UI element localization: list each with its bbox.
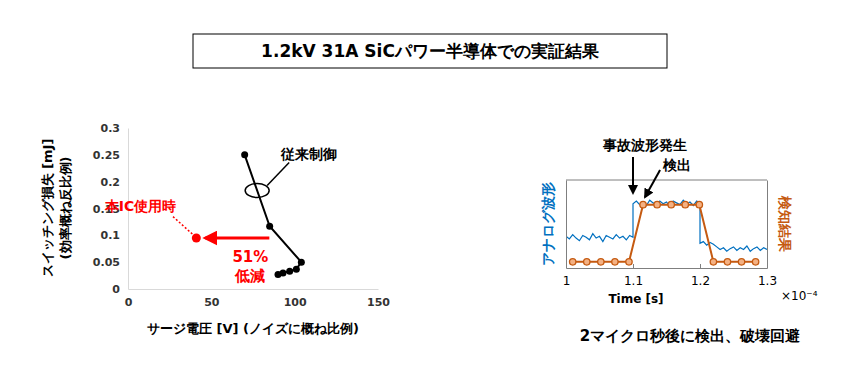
series-point bbox=[752, 259, 758, 265]
tick: 0.05 bbox=[93, 256, 128, 269]
reduction-arrow bbox=[205, 237, 269, 240]
tick-label: 0.25 bbox=[93, 149, 120, 162]
figure: 1.2kV 31A SiCパワー半導体での実証結果 0 50 100 150 0 0.05 0… bbox=[0, 0, 860, 381]
tick: 0 bbox=[125, 289, 133, 309]
tick-label: 1.2 bbox=[691, 274, 710, 288]
tick-label: 1 bbox=[563, 274, 571, 288]
tick-mark bbox=[700, 264, 701, 268]
series-point bbox=[275, 271, 282, 278]
annotation-arrow bbox=[645, 170, 660, 197]
y2-axis bbox=[767, 181, 768, 269]
x-axis: 1 1.1 1.2 1.3 bbox=[563, 264, 777, 288]
series-point bbox=[584, 259, 590, 265]
tick-label: 0.2 bbox=[101, 176, 121, 189]
series-point bbox=[710, 259, 716, 265]
frame-top bbox=[566, 180, 767, 181]
tick: 1.3 bbox=[758, 264, 777, 288]
series-line bbox=[573, 205, 756, 262]
x-axis: 0 50 100 150 bbox=[125, 289, 391, 309]
chart-left: 05010015000.050.10.150.20.250.3サージ電圧 [V]… bbox=[40, 122, 390, 336]
tick-label: 0.05 bbox=[93, 256, 120, 269]
annotations: 事故波形発生検出 ×10⁻⁴ bbox=[602, 137, 818, 303]
tick-label: 1.1 bbox=[624, 274, 643, 288]
tick: 0.3 bbox=[101, 122, 129, 135]
annotation: 51% bbox=[232, 248, 268, 266]
series-point bbox=[293, 266, 300, 273]
series-point bbox=[266, 223, 273, 230]
tick-mark bbox=[767, 264, 768, 268]
tick: 0.2 bbox=[101, 176, 129, 189]
series-point bbox=[668, 201, 674, 207]
chart-caption: 2マイクロ秒後に検出、破壊回避 bbox=[580, 327, 801, 345]
tick-label: 100 bbox=[284, 296, 307, 309]
series-point bbox=[598, 259, 604, 265]
tick: 150 bbox=[367, 289, 390, 309]
tick-mark bbox=[566, 264, 567, 268]
series-point bbox=[696, 201, 702, 207]
tick-label: 0.1 bbox=[101, 229, 121, 242]
tick: 100 bbox=[284, 289, 307, 309]
series-line bbox=[566, 200, 767, 251]
series-point bbox=[286, 268, 293, 275]
series-point bbox=[298, 259, 305, 266]
series-point bbox=[626, 259, 632, 265]
series-point bbox=[682, 201, 688, 207]
axis-multiplier: ×10⁻⁴ bbox=[781, 289, 818, 303]
title-box bbox=[193, 34, 667, 68]
tick-mark bbox=[633, 264, 634, 268]
series-point bbox=[654, 201, 660, 207]
tick: 0.1 bbox=[101, 229, 129, 242]
callout-ellipse bbox=[245, 184, 269, 198]
series-point bbox=[192, 234, 201, 243]
y-axis-title: アナログ波形 bbox=[540, 182, 556, 266]
series-point bbox=[738, 259, 744, 265]
axis-line bbox=[767, 181, 768, 269]
annotation-arrow bbox=[632, 157, 634, 193]
tick-label: 150 bbox=[367, 296, 390, 309]
annotation: 低減 bbox=[234, 267, 265, 285]
series-point bbox=[724, 259, 730, 265]
y-axis-title: 検知結果 bbox=[777, 195, 793, 253]
tick: 0.25 bbox=[93, 149, 128, 162]
x-axis-title: Time [s] bbox=[608, 292, 663, 306]
tick-label: 0.3 bbox=[101, 122, 121, 135]
chart-right: 1 1.1 1.2 1.3 Time [s] アナログ波形 検知結果 事故波形発生検出 ×10⁻… bbox=[540, 137, 818, 345]
tick: 1.1 bbox=[624, 264, 643, 288]
series-label: 本IC使用時 bbox=[104, 198, 176, 214]
callout-leader bbox=[267, 163, 289, 186]
plot-area bbox=[192, 151, 305, 278]
series-point bbox=[241, 151, 248, 158]
annotation: 事故波形発生 bbox=[602, 137, 687, 153]
series-point bbox=[612, 259, 618, 265]
x-axis-title: サージ電圧 [V] (ノイズに概ね比例) bbox=[147, 321, 359, 336]
series-label: 従来制御 bbox=[280, 146, 337, 162]
y-axis-title-line: スイッチング損失 [mJ] bbox=[40, 139, 55, 278]
y-axis bbox=[566, 181, 567, 269]
axis-line bbox=[567, 268, 768, 269]
tick: 1.2 bbox=[691, 264, 710, 288]
tick-label: 0 bbox=[112, 283, 120, 296]
series-point bbox=[640, 201, 646, 207]
annotations: 従来制御本IC使用時 51%低減 bbox=[104, 146, 337, 285]
callout-leader bbox=[172, 216, 192, 234]
annotation: 検出 bbox=[662, 157, 691, 173]
series-point bbox=[570, 259, 576, 265]
y-axis-title: スイッチング損失 [mJ](効率概ね反比例) bbox=[40, 139, 73, 278]
axis-line bbox=[566, 181, 567, 269]
tick-label: 50 bbox=[204, 296, 220, 309]
tick: 1 bbox=[563, 264, 571, 288]
title: 1.2kV 31A SiCパワー半導体での実証結果 bbox=[261, 41, 600, 61]
tick-label: 1.3 bbox=[758, 274, 777, 288]
plot-area bbox=[566, 200, 767, 265]
tick-label: 0 bbox=[125, 296, 133, 309]
tick: 0 bbox=[112, 283, 128, 296]
axis-line bbox=[129, 289, 379, 290]
y-axis-title-line: (効率概ね反比例) bbox=[58, 157, 73, 260]
tick: 50 bbox=[204, 289, 220, 309]
